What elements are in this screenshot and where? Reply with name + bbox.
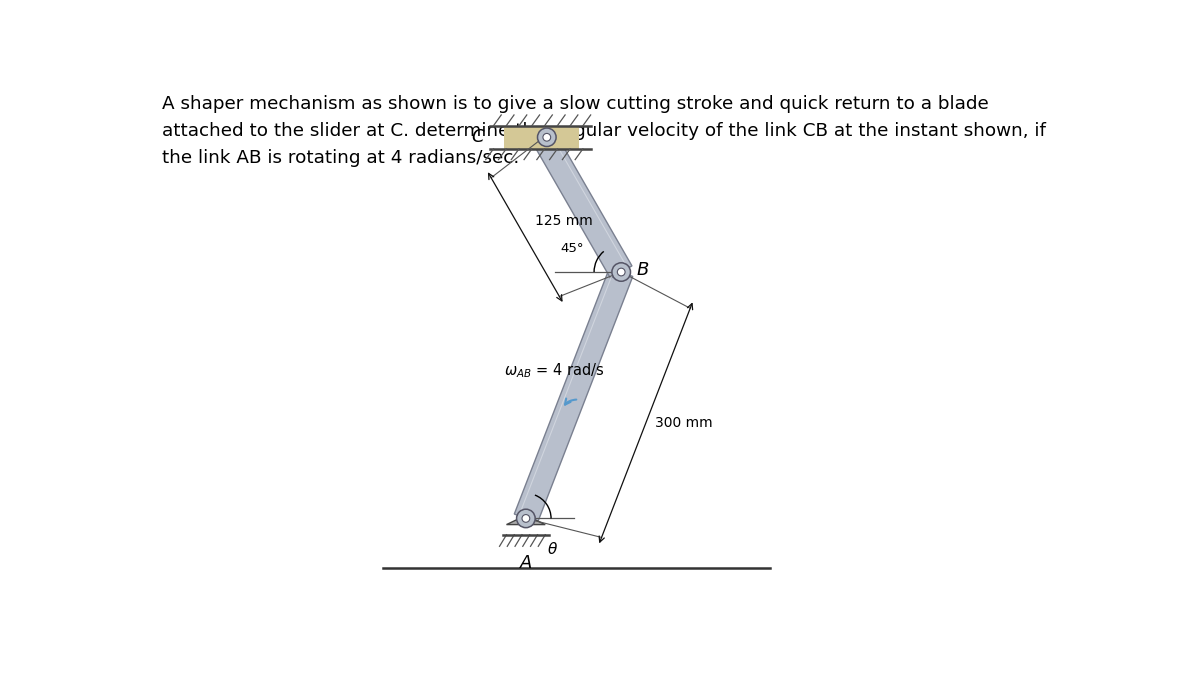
- Circle shape: [522, 515, 529, 522]
- Text: A: A: [520, 554, 532, 572]
- Text: A shaper mechanism as shown is to give a slow cutting stroke and quick return to: A shaper mechanism as shown is to give a…: [162, 95, 1045, 167]
- Circle shape: [538, 128, 556, 147]
- Polygon shape: [533, 131, 632, 278]
- Polygon shape: [506, 516, 545, 524]
- Circle shape: [516, 509, 535, 528]
- Text: 125 mm: 125 mm: [534, 214, 593, 228]
- Text: B: B: [637, 261, 649, 280]
- Circle shape: [612, 263, 630, 281]
- Text: 300 mm: 300 mm: [655, 416, 713, 430]
- Polygon shape: [504, 125, 580, 149]
- Text: 45°: 45°: [560, 242, 584, 255]
- Circle shape: [617, 268, 625, 276]
- Text: C: C: [470, 128, 484, 146]
- Text: $\omega_{AB}$ = 4 rad/s: $\omega_{AB}$ = 4 rad/s: [504, 361, 605, 380]
- Text: θ: θ: [547, 542, 557, 557]
- Circle shape: [542, 134, 551, 141]
- Polygon shape: [515, 267, 632, 523]
